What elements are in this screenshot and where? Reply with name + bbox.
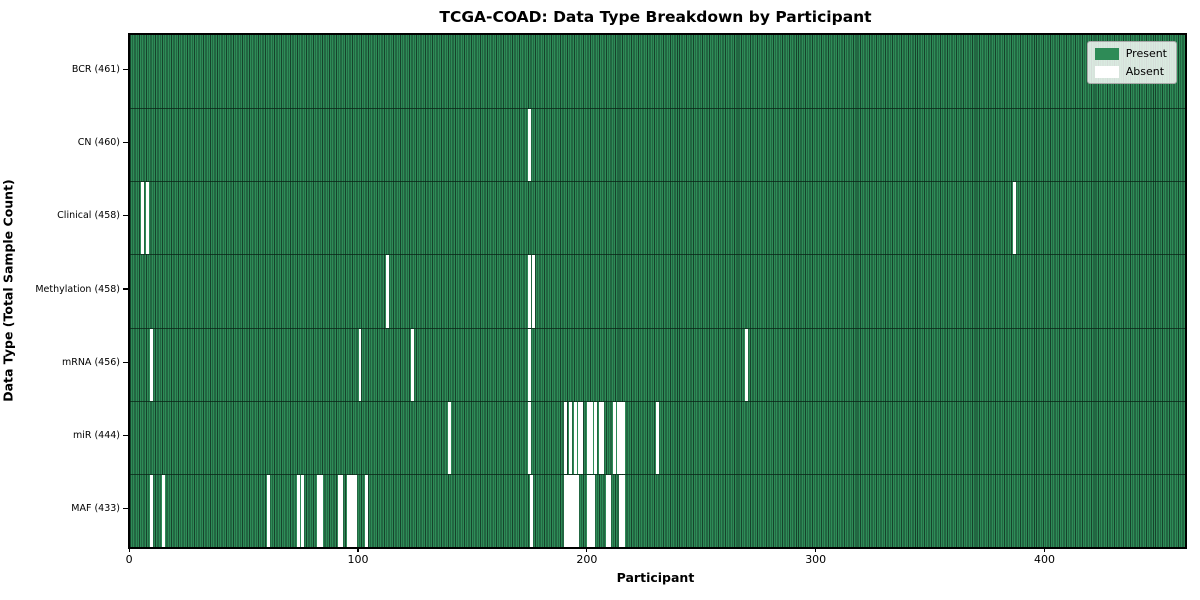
chart-title: TCGA-COAD: Data Type Breakdown by Partic… xyxy=(439,8,872,26)
absent-stripe xyxy=(447,401,451,474)
absent-stripe xyxy=(349,474,353,547)
absent-stripe xyxy=(141,182,145,255)
absent-stripe xyxy=(619,474,623,547)
absent-stripe xyxy=(161,474,165,547)
absent-stripe xyxy=(301,474,305,547)
absent-stripe xyxy=(347,474,351,547)
y-tick-label-maf: MAF (433) xyxy=(71,502,120,514)
absent-stripe xyxy=(351,474,355,547)
absent-stripe xyxy=(573,474,577,547)
row-mrna xyxy=(130,327,1185,401)
y-tick-mark xyxy=(123,507,128,510)
absent-stripe xyxy=(591,474,595,547)
y-tick-mark xyxy=(123,288,128,290)
absent-stripe xyxy=(564,474,568,547)
absent-swatch xyxy=(1094,65,1119,78)
absent-stripe xyxy=(573,401,577,474)
absent-stripe xyxy=(745,328,749,401)
row-clinical xyxy=(130,181,1185,255)
plot-area: Present Absent xyxy=(128,33,1187,549)
absent-stripe xyxy=(617,401,621,474)
y-tick-label-methylation: Methylation (458) xyxy=(35,283,120,295)
y-tick-label-mir: miR (444) xyxy=(72,429,120,441)
absent-stripe xyxy=(589,474,593,547)
x-tick-label-300: 300 xyxy=(805,553,827,566)
absent-stripe xyxy=(587,474,591,547)
legend-entry-present: Present xyxy=(1094,47,1167,60)
absent-stripe xyxy=(1013,182,1016,255)
absent-stripe xyxy=(319,474,323,547)
row-methylation xyxy=(130,254,1185,328)
absent-stripe xyxy=(575,474,579,547)
absent-stripe xyxy=(619,401,623,474)
absent-stripe xyxy=(296,474,300,547)
absent-stripe xyxy=(340,474,344,547)
y-tick-label-mrna: mRNA (456) xyxy=(61,356,120,368)
y-tick-mark xyxy=(123,142,128,144)
absent-stripe xyxy=(385,255,389,328)
absent-stripe xyxy=(358,328,362,401)
x-tick-label-0: 0 xyxy=(125,553,133,566)
y-tick-label-cn: CN (460) xyxy=(77,137,120,149)
x-tick-mark xyxy=(586,547,588,552)
absent-stripe xyxy=(266,474,270,547)
absent-stripe xyxy=(530,474,534,547)
absent-stripe xyxy=(607,474,611,547)
absent-stripe xyxy=(527,109,531,182)
y-tick-mark xyxy=(123,215,128,217)
row-cn xyxy=(130,108,1185,182)
absent-stripe xyxy=(601,401,605,474)
absent-stripe xyxy=(594,401,598,474)
x-tick-mark xyxy=(815,547,817,552)
absent-stripe xyxy=(317,474,321,547)
absent-stripe xyxy=(656,401,659,474)
y-tick-mark xyxy=(123,434,128,436)
legend-label-absent: Absent xyxy=(1125,65,1165,78)
row-bcr xyxy=(130,35,1185,109)
legend-label-present: Present xyxy=(1125,47,1167,60)
row-maf xyxy=(130,473,1185,547)
absent-stripe xyxy=(621,401,625,474)
absent-stripe xyxy=(337,474,341,547)
y-tick-mark xyxy=(123,361,128,363)
absent-stripe xyxy=(571,474,575,547)
absent-stripe xyxy=(566,474,570,547)
absent-stripe xyxy=(621,474,625,547)
y-tick-label-bcr: BCR (461) xyxy=(71,64,120,76)
x-axis-label: Participant xyxy=(616,570,695,585)
x-tick-mark xyxy=(357,547,359,552)
absent-stripe xyxy=(569,401,573,474)
absent-stripe xyxy=(527,401,531,474)
absent-stripe xyxy=(150,474,154,547)
x-tick-mark xyxy=(1043,547,1046,552)
absent-stripe xyxy=(612,401,616,474)
absent-stripe xyxy=(411,328,415,401)
legend: Present Absent xyxy=(1086,41,1177,84)
absent-stripe xyxy=(589,401,593,474)
absent-stripe xyxy=(145,182,149,255)
x-tick-label-400: 400 xyxy=(1034,553,1056,566)
absent-stripe xyxy=(569,474,573,547)
legend-entry-absent: Absent xyxy=(1094,65,1167,78)
absent-stripe xyxy=(587,401,591,474)
absent-stripe xyxy=(598,401,602,474)
absent-stripe xyxy=(532,255,536,328)
absent-stripe xyxy=(580,401,584,474)
absent-stripe xyxy=(578,401,582,474)
absent-stripe xyxy=(564,401,568,474)
x-tick-label-100: 100 xyxy=(347,553,369,566)
y-tick-label-clinical: Clinical (458) xyxy=(57,210,120,222)
x-tick-label-200: 200 xyxy=(576,553,598,566)
absent-stripe xyxy=(353,474,357,547)
absent-stripe xyxy=(527,255,531,328)
y-tick-mark xyxy=(123,68,128,71)
absent-stripe xyxy=(605,474,609,547)
present-swatch xyxy=(1094,47,1119,60)
row-mir xyxy=(130,400,1185,474)
absent-stripe xyxy=(365,474,369,547)
x-tick-mark xyxy=(128,547,130,552)
absent-stripe xyxy=(150,328,154,401)
absent-stripe xyxy=(527,328,531,401)
